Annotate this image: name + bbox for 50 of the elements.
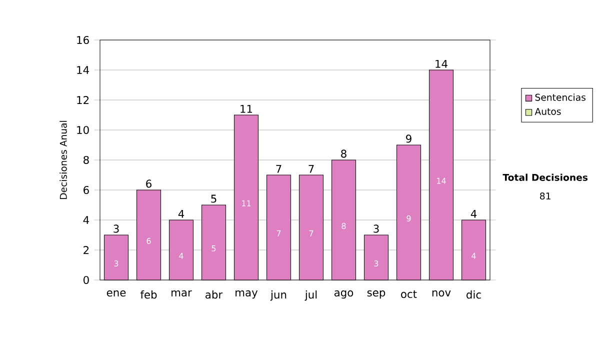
y-tick-label: 10 <box>77 126 89 134</box>
legend-label: Sentencias <box>535 94 586 101</box>
legend-label: Autos <box>534 108 561 115</box>
x-tick-label: nov <box>432 290 451 297</box>
data-label: 8 <box>342 222 346 229</box>
total-label: 11 <box>240 104 252 113</box>
y-tick-label: 2 <box>84 246 89 254</box>
y-tick-label: 4 <box>83 216 90 224</box>
y-axis-title: Decisiones Anual <box>60 120 67 199</box>
x-tick-label: jul <box>304 290 317 301</box>
x-tick-label: oct <box>401 290 417 298</box>
total-label: 14 <box>436 60 448 68</box>
data-label: 7 <box>276 230 281 236</box>
data-label: 14 <box>437 178 446 184</box>
data-label: 9 <box>406 215 411 222</box>
y-tick-label: 16 <box>77 36 89 44</box>
y-tick-label: 14 <box>77 66 89 74</box>
data-label: 4 <box>472 252 476 259</box>
total-label: 3 <box>114 224 119 233</box>
y-tick-label: 0 <box>84 276 89 284</box>
x-tick-label: abr <box>206 290 223 299</box>
x-tick-label: sep <box>367 290 386 299</box>
total-label: 4 <box>470 210 477 218</box>
total-label: 8 <box>341 150 346 158</box>
total-label: 3 <box>374 224 379 233</box>
data-label: 7 <box>309 230 314 236</box>
x-tick-label: may <box>236 290 258 299</box>
x-tick-label: ene <box>106 290 126 297</box>
x-tick-label: jun <box>270 290 286 301</box>
total-label: 9 <box>406 134 412 143</box>
data-label: 11 <box>242 200 251 206</box>
total-label: 6 <box>146 180 152 188</box>
x-tick-label: ago <box>334 290 354 299</box>
data-label: 4 <box>179 252 184 259</box>
x-tick-label: dic <box>466 290 481 299</box>
total-label: 7 <box>308 164 314 173</box>
y-tick-label: 6 <box>84 186 89 194</box>
data-label: 3 <box>374 260 378 266</box>
y-tick-label: 12 <box>77 96 89 104</box>
x-tick-label: feb <box>140 290 157 299</box>
total-label: 4 <box>178 210 184 218</box>
data-label: 5 <box>212 245 216 252</box>
total-label: 7 <box>276 164 282 173</box>
data-label: 3 <box>114 260 118 266</box>
text: Total Decisiones <box>502 174 588 181</box>
total-label: 5 <box>211 194 216 203</box>
data-label: 6 <box>146 238 151 244</box>
text: 81 <box>540 192 550 200</box>
x-tick-label: mar <box>172 290 192 297</box>
y-tick-label: 8 <box>84 156 89 164</box>
